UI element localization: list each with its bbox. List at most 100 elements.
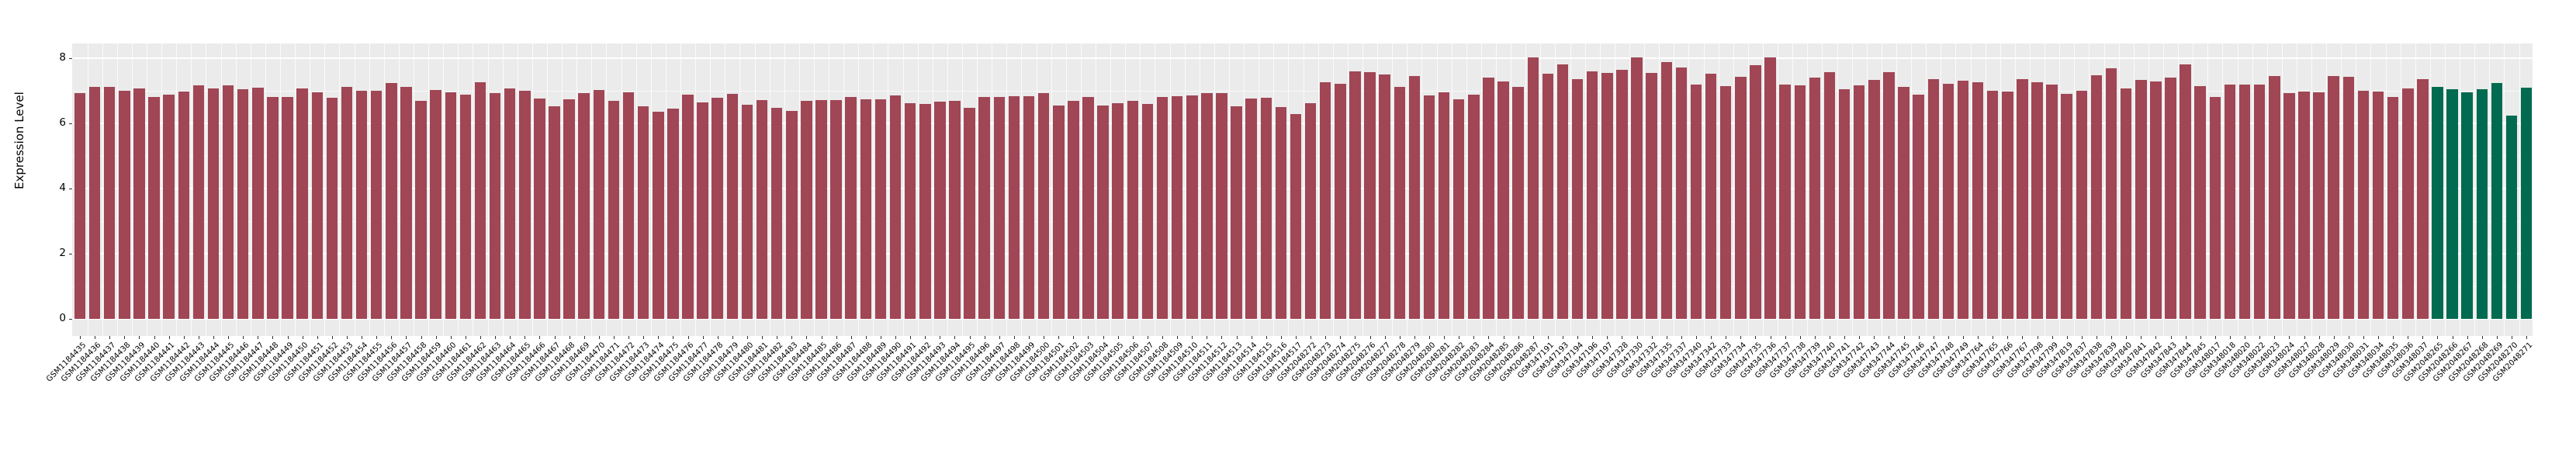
bar [2357,90,2370,319]
y-tick-label: 6 [59,116,66,129]
gridline-vertical [1540,43,1542,336]
bar [504,88,516,319]
y-tick-label: 8 [59,51,66,64]
x-tick-mark [1607,336,1608,339]
bar [119,91,130,319]
gridline-vertical [1644,43,1646,336]
gridline-vertical [798,43,800,336]
bar [667,109,679,319]
gridline-vertical [650,43,652,336]
x-tick-mark [1651,336,1653,339]
bar [1260,98,1272,319]
bar [1290,114,1302,319]
bar [608,101,620,319]
x-tick-mark [2393,336,2394,339]
gridline-vertical [1807,43,1809,336]
x-tick-mark [2155,336,2157,339]
bar [1438,92,1450,319]
x-tick-mark [168,336,170,339]
gridline-vertical [2162,43,2164,336]
x-tick-mark [1740,336,1742,339]
x-tick-mark [2422,336,2424,339]
bar [370,91,383,319]
bar [593,89,605,319]
gridline-vertical [2489,43,2491,336]
gridline-vertical [1065,43,1067,336]
gridline-vertical [2074,43,2076,336]
bar [341,86,353,319]
x-tick-mark [1265,336,1267,339]
x-tick-mark [1799,336,1801,339]
gridline-vertical [339,43,341,336]
bar [1898,87,1909,319]
x-tick-mark [613,336,615,339]
x-tick-mark [1221,336,1223,339]
bar [1053,105,1065,319]
gridline-vertical [265,43,266,336]
x-tick-mark [2259,336,2261,339]
gridline-vertical [1184,43,1186,336]
x-tick-mark [243,336,244,339]
bar [2017,79,2028,319]
x-tick-mark [1962,336,1964,339]
gridline-vertical [1317,43,1319,336]
gridline-vertical [1080,43,1082,336]
y-tick-mark [69,58,72,59]
x-tick-mark [732,336,733,339]
bar [1927,79,1939,319]
bar [2432,86,2443,319]
bar [2135,80,2147,319]
x-tick-mark [80,336,81,339]
gridline-vertical [2266,43,2268,336]
gridline-vertical [1926,43,1927,336]
gridline-vertical [1125,43,1127,336]
x-tick-mark [331,336,333,339]
bar [400,86,412,319]
bar [1631,57,1643,319]
bar [770,107,783,319]
x-tick-mark [480,336,481,339]
bar [1408,75,1421,319]
x-tick-mark [2111,336,2113,339]
bar [2505,115,2518,319]
gridline-vertical [680,43,681,336]
gridline-vertical [1866,43,1868,336]
x-tick-mark [554,336,556,339]
bar [445,92,456,319]
gridline-major [72,318,2533,320]
bar [534,99,545,319]
y-tick-label: 2 [59,247,66,259]
gridline-vertical [947,43,948,336]
gridline-vertical [531,43,533,336]
x-tick-mark [999,336,1000,339]
gridline-vertical [428,43,430,336]
gridline-vertical [2252,43,2253,336]
gridline-vertical [1006,43,1008,336]
bar [830,99,842,319]
x-tick-mark [2467,336,2468,339]
bar [1216,92,1227,319]
gridline-vertical [458,43,459,336]
gridline-vertical [176,43,178,336]
gridline-vertical [1703,43,1705,336]
x-tick-mark [1192,336,1193,339]
x-tick-mark [1592,336,1594,339]
bar [2313,92,2325,319]
bar [2298,91,2310,319]
gridline-vertical [2000,43,2001,336]
x-tick-mark [1874,336,1875,339]
x-tick-mark [539,336,541,339]
bar [578,93,590,319]
bar [2002,91,2013,319]
x-tick-mark [346,336,348,339]
bar [1660,61,1673,319]
bar [978,96,990,319]
x-tick-mark [421,336,422,339]
gridline-vertical [220,43,222,336]
x-tick-mark [925,336,926,339]
gridline-vertical [1110,43,1112,336]
x-tick-mark [702,336,704,339]
x-tick-mark [2274,336,2276,339]
x-tick-mark [450,336,452,339]
x-tick-mark [1473,336,1475,339]
